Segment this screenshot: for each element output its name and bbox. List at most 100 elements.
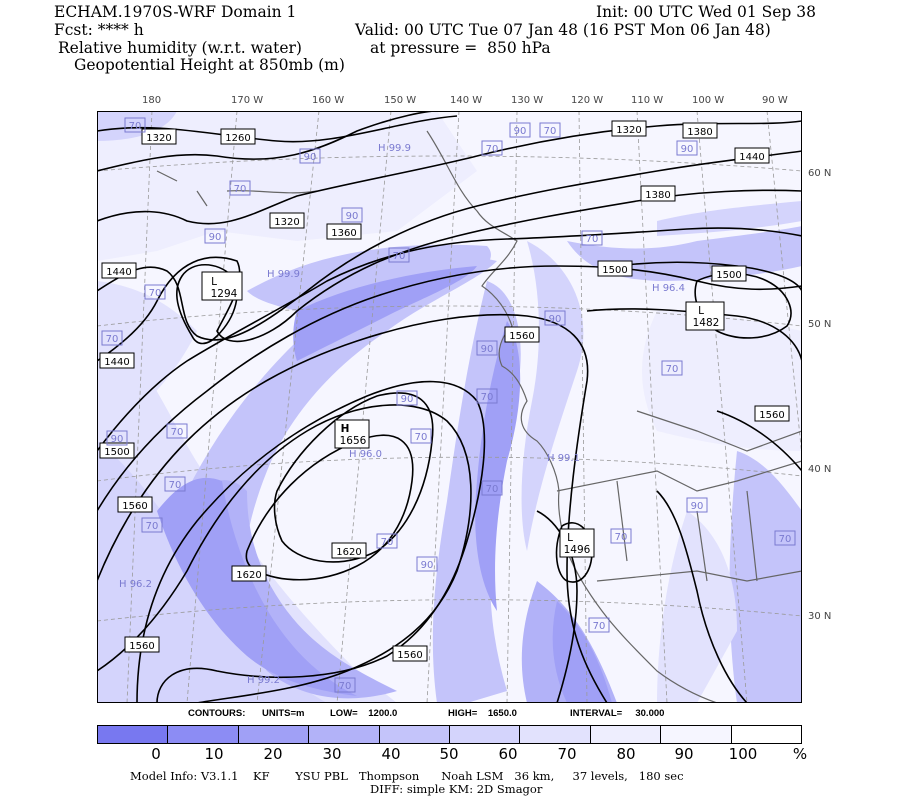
svg-text:1560: 1560 bbox=[397, 650, 422, 661]
colorbar-label: 30 bbox=[322, 745, 342, 763]
rh-label: 70 bbox=[774, 530, 796, 546]
coastlines bbox=[156, 130, 802, 703]
svg-text:70: 70 bbox=[481, 392, 494, 403]
lat-label: 50 N bbox=[808, 319, 832, 330]
rh-label: 70 bbox=[610, 528, 632, 544]
svg-text:1482: 1482 bbox=[693, 317, 720, 329]
lon-label: 120 W bbox=[571, 95, 604, 106]
contours-units: UNITS=m bbox=[262, 708, 305, 719]
contour-label: 1560 bbox=[124, 636, 160, 653]
colorbar-swatch bbox=[520, 726, 591, 743]
svg-text:90: 90 bbox=[691, 501, 704, 512]
rh-high: H 99.9 bbox=[267, 269, 300, 280]
contour-label: 1620 bbox=[331, 542, 367, 559]
colorbar-label: 50 bbox=[439, 745, 459, 763]
colorbar-swatch bbox=[168, 726, 239, 743]
rh-label: 70 bbox=[588, 617, 610, 633]
rh-label: 70 bbox=[481, 140, 503, 156]
svg-text:70: 70 bbox=[486, 484, 499, 495]
diffusion-info: DIFF: simple KM: 2D Smagor bbox=[370, 782, 543, 796]
svg-text:90: 90 bbox=[346, 211, 359, 222]
svg-text:1500: 1500 bbox=[716, 270, 741, 281]
lon-label: 150 W bbox=[384, 95, 417, 106]
svg-text:1560: 1560 bbox=[759, 410, 784, 421]
model-info: Model Info: V3.1.1 KF YSU PBL Thompson N… bbox=[130, 769, 684, 783]
contour-label: 1560 bbox=[504, 326, 540, 343]
svg-text:90: 90 bbox=[111, 434, 124, 445]
svg-text:1320: 1320 bbox=[146, 133, 171, 144]
colorbar-label: 70 bbox=[557, 745, 577, 763]
svg-text:1380: 1380 bbox=[645, 190, 670, 201]
rh-highs: H 99.9 H 96.0 H 96.2 H 99.9 H 99.1 H 96.… bbox=[119, 143, 685, 686]
svg-text:1320: 1320 bbox=[274, 217, 299, 228]
rh-high: H 96.2 bbox=[119, 579, 152, 590]
svg-text:90: 90 bbox=[421, 560, 434, 571]
lon-label: 100 W bbox=[692, 95, 725, 106]
rh-label: 70 bbox=[144, 284, 166, 300]
contours-label: CONTOURS: bbox=[188, 708, 246, 719]
svg-text:70: 70 bbox=[486, 144, 499, 155]
weather-map: 1320 1260 1320 1380 1440 1320 1380 1360 … bbox=[97, 111, 802, 703]
lon-label: 90 W bbox=[762, 95, 788, 106]
svg-text:90: 90 bbox=[401, 394, 414, 405]
rh-high: H 96.4 bbox=[652, 283, 685, 294]
rh-label: 70 bbox=[229, 180, 251, 196]
rh-label: 70 bbox=[388, 247, 410, 263]
svg-text:70: 70 bbox=[149, 288, 162, 299]
svg-text:90: 90 bbox=[209, 232, 222, 243]
rh-label: 70 bbox=[661, 360, 683, 376]
svg-text:1500: 1500 bbox=[602, 265, 627, 276]
contour-label: 1320 bbox=[611, 120, 647, 137]
rh-labels: 70 90 70 90 70 90 70 70 90 70 90 70 70 9… bbox=[101, 117, 796, 693]
colorbar-swatch bbox=[238, 726, 310, 743]
svg-text:L: L bbox=[211, 276, 217, 288]
colorbar-swatch bbox=[98, 726, 169, 743]
contour-label: 1500 bbox=[711, 265, 747, 282]
svg-text:1656: 1656 bbox=[340, 435, 367, 447]
contour-labels: 1320 1260 1320 1380 1440 1320 1380 1360 … bbox=[99, 120, 790, 662]
contours-low: LOW= 1200.0 bbox=[330, 708, 398, 719]
rh-label: 70 bbox=[101, 330, 123, 346]
contours-high: HIGH= 1650.0 bbox=[448, 708, 517, 719]
field-title-height: Geopotential Height at 850mb (m) bbox=[74, 56, 345, 74]
colorbar-label: 10 bbox=[204, 745, 224, 763]
svg-text:70: 70 bbox=[339, 681, 352, 692]
contour-label: 1620 bbox=[231, 565, 267, 582]
svg-text:90: 90 bbox=[481, 344, 494, 355]
rh-label: 70 bbox=[539, 122, 561, 138]
lon-label: 130 W bbox=[511, 95, 544, 106]
svg-text:1440: 1440 bbox=[106, 267, 131, 278]
contour-label: 1560 bbox=[392, 645, 428, 662]
colorbar-label: 80 bbox=[616, 745, 636, 763]
svg-text:1560: 1560 bbox=[129, 641, 154, 652]
field-title-rh: Relative humidity (w.r.t. water) bbox=[58, 39, 302, 57]
contour-label: 1260 bbox=[220, 128, 256, 145]
rh-label: 70 bbox=[581, 230, 603, 246]
lon-label: 160 W bbox=[312, 95, 345, 106]
svg-text:1440: 1440 bbox=[739, 152, 764, 163]
svg-text:70: 70 bbox=[593, 621, 606, 632]
svg-text:70: 70 bbox=[171, 427, 184, 438]
lon-label: 180 bbox=[142, 95, 162, 106]
rh-high: H 99.2 bbox=[247, 675, 280, 686]
rh-label: 90 bbox=[509, 122, 531, 138]
svg-text:70: 70 bbox=[129, 121, 142, 132]
contour-label: 1440 bbox=[101, 262, 137, 279]
contour-label: 1320 bbox=[269, 212, 305, 229]
colorbar-label: 0 bbox=[151, 745, 161, 763]
pressure-level: at pressure = 850 hPa bbox=[370, 39, 551, 57]
map-frame bbox=[97, 111, 802, 703]
rh-label: 70 bbox=[141, 517, 163, 533]
svg-text:70: 70 bbox=[666, 364, 679, 375]
rh-label: 90 bbox=[299, 148, 321, 164]
rh-label: 70 bbox=[476, 388, 498, 404]
init-time: Init: 00 UTC Wed 01 Sep 38 bbox=[596, 3, 816, 21]
svg-text:70: 70 bbox=[415, 432, 428, 443]
rh-high: H 99.9 bbox=[378, 143, 411, 154]
colorbar-swatch bbox=[731, 726, 802, 743]
contour-label: 1440 bbox=[734, 147, 770, 164]
